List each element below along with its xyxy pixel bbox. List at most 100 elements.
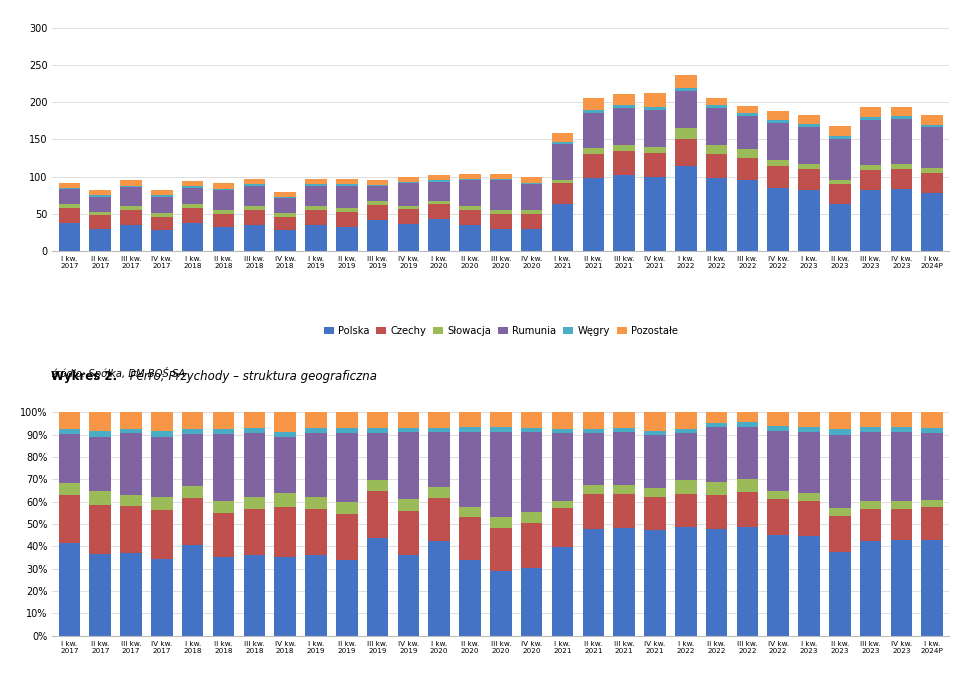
Bar xyxy=(151,196,172,197)
Bar xyxy=(58,223,80,252)
Bar xyxy=(335,560,357,636)
Bar xyxy=(643,497,665,530)
Bar xyxy=(520,184,542,210)
Bar xyxy=(151,437,172,497)
Bar xyxy=(366,180,388,185)
Bar xyxy=(582,98,603,110)
Bar xyxy=(520,182,542,184)
Bar xyxy=(90,211,111,216)
Bar xyxy=(274,507,295,558)
Bar xyxy=(890,106,911,116)
Bar xyxy=(428,428,450,432)
Bar xyxy=(520,433,542,511)
Bar xyxy=(213,227,234,252)
Bar xyxy=(582,178,603,252)
Bar xyxy=(428,200,450,205)
Bar xyxy=(798,536,819,636)
Bar xyxy=(490,229,511,252)
Bar xyxy=(120,553,142,636)
Bar xyxy=(921,412,943,428)
Bar xyxy=(921,115,943,124)
Bar xyxy=(120,495,142,507)
Bar xyxy=(766,160,788,166)
Bar xyxy=(397,412,418,428)
Bar xyxy=(305,184,326,186)
Bar xyxy=(366,480,388,491)
Bar xyxy=(305,207,326,210)
Bar xyxy=(458,207,480,210)
Bar xyxy=(582,485,603,494)
Bar xyxy=(613,108,635,145)
Bar xyxy=(705,427,726,482)
Bar xyxy=(675,412,696,429)
Bar xyxy=(551,144,573,180)
Bar xyxy=(551,142,573,144)
Bar xyxy=(921,500,943,507)
Bar xyxy=(798,164,819,169)
Bar xyxy=(490,528,511,571)
Bar xyxy=(120,180,142,186)
Bar xyxy=(90,196,111,197)
Bar xyxy=(798,190,819,252)
Bar xyxy=(766,120,788,123)
Bar xyxy=(613,94,635,105)
Bar xyxy=(151,230,172,252)
Bar xyxy=(213,513,234,557)
Bar xyxy=(243,428,265,433)
Bar xyxy=(520,511,542,523)
Bar xyxy=(643,153,665,177)
Bar xyxy=(366,433,388,480)
Bar xyxy=(766,535,788,636)
Bar xyxy=(151,214,172,217)
Bar xyxy=(736,158,758,180)
Bar xyxy=(551,547,573,636)
Bar xyxy=(490,210,511,214)
Bar xyxy=(890,412,911,427)
Bar xyxy=(366,412,388,428)
Bar xyxy=(151,197,172,214)
Bar xyxy=(520,229,542,252)
Bar xyxy=(305,210,326,225)
Text: Ferro; Przychody – struktura geograficzna: Ferro; Przychody – struktura geograficzn… xyxy=(126,370,376,383)
Bar xyxy=(151,560,172,636)
Bar xyxy=(120,507,142,553)
Bar xyxy=(613,412,635,428)
Bar xyxy=(675,433,696,480)
Bar xyxy=(274,198,295,214)
Bar xyxy=(890,501,911,509)
Bar xyxy=(766,123,788,160)
Bar xyxy=(921,433,943,500)
Bar xyxy=(766,426,788,431)
Bar xyxy=(274,217,295,230)
Bar xyxy=(613,176,635,252)
Bar xyxy=(397,433,418,500)
Bar xyxy=(766,412,788,426)
Bar xyxy=(582,428,603,433)
Bar xyxy=(705,495,726,529)
Bar xyxy=(675,75,696,88)
Bar xyxy=(675,527,696,636)
Bar xyxy=(182,208,203,223)
Bar xyxy=(921,173,943,193)
Bar xyxy=(736,527,758,636)
Bar xyxy=(58,188,80,189)
Bar xyxy=(859,509,881,541)
Bar xyxy=(182,498,203,545)
Bar xyxy=(859,117,881,120)
Bar xyxy=(120,433,142,495)
Bar xyxy=(366,205,388,220)
Bar xyxy=(613,433,635,485)
Bar xyxy=(736,149,758,158)
Bar xyxy=(428,498,450,542)
Bar xyxy=(705,482,726,495)
Bar xyxy=(643,435,665,488)
Bar xyxy=(705,412,726,423)
Bar xyxy=(305,509,326,555)
Bar xyxy=(828,552,850,636)
Bar xyxy=(613,528,635,636)
Bar xyxy=(151,431,172,437)
Bar xyxy=(335,227,357,252)
Bar xyxy=(182,223,203,252)
Bar xyxy=(828,205,850,252)
Bar xyxy=(274,437,295,493)
